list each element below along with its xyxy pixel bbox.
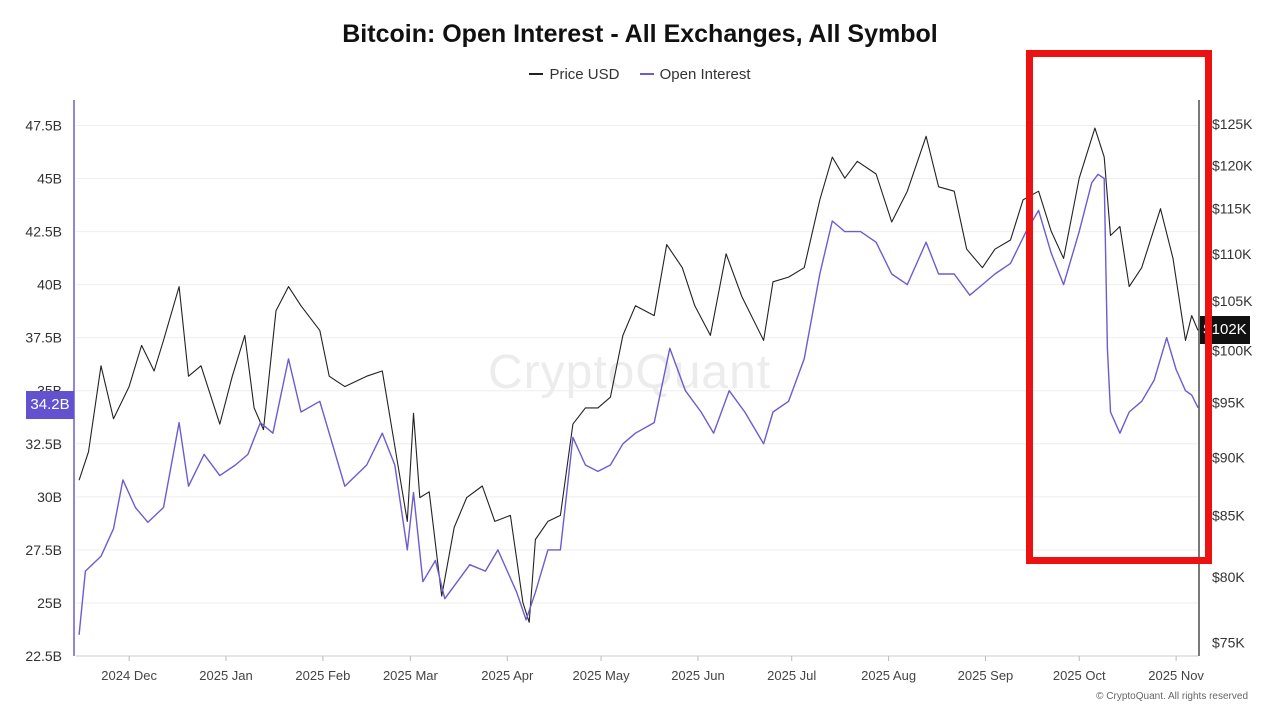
copyright-text: © CryptoQuant. All rights reserved [1096,691,1248,702]
y-left-tick-label: 42.5B [25,224,62,240]
y-right-tick-label: $125K [1212,116,1253,132]
x-tick-label: 2025 Sep [958,668,1014,683]
x-tick-label: 2025 Jul [767,668,816,683]
y-right-tick-label: $100K [1212,342,1253,358]
y-right-tick-label: $80K [1212,569,1245,585]
watermark: CryptoQuant [488,346,772,399]
legend-item-open-interest[interactable]: Open Interest [639,65,751,83]
x-tick-label: 2025 Apr [481,668,534,683]
series-line-price-usd [78,127,1199,623]
chart-title: Bitcoin: Open Interest - All Exchanges, … [342,20,938,48]
y-left-tick-label: 37.5B [25,330,62,346]
y-right-tick-label: $105K [1212,293,1253,309]
y-left-tick-label: 45B [37,171,62,187]
y-right-tick-label: $85K [1212,507,1245,523]
y-right-tick-label: $110K [1212,246,1252,262]
x-tick-label: 2025 Aug [861,668,916,683]
x-tick-label: 2025 Oct [1053,668,1106,683]
y-right-tick-label: $120K [1212,157,1253,173]
x-tick-label: 2025 Feb [295,668,350,683]
series-line-open-interest [78,173,1199,635]
x-tick-label: 2025 May [573,668,631,683]
y-left-tick-label: 32.5B [25,436,62,452]
legend-item-price[interactable]: Price USD [529,66,619,83]
legend-label-price: Price USD [549,65,620,83]
x-tick-label: 2025 Jun [671,668,725,683]
y-right-tick-label: $95K [1212,395,1245,411]
x-tick-label: 2025 Nov [1148,668,1204,683]
legend-swatch-price [529,73,544,75]
y-left-tick-label: 27.5B [25,542,62,558]
legend: Price USD Open Interest [0,62,1280,83]
x-tick-label: 2025 Jan [199,668,253,683]
open-interest-current-value: 34.2B [26,391,74,419]
y-right-tick-label: $75K [1212,634,1245,650]
y-left-tick-label: 25B [37,595,62,611]
highlight-box [1026,50,1212,564]
x-tick-label: 2024 Dec [101,668,157,683]
y-right-tick-label: $115K [1212,201,1252,217]
y-left-tick-label: 30B [37,489,62,505]
y-left-tick-label: 22.5B [25,648,62,664]
legend-swatch-open-interest [639,73,654,75]
legend-label-open-interest: Open Interest [659,65,751,83]
y-left-tick-label: 40B [37,277,62,293]
y-left-tick-label: 47.5B [25,117,62,133]
y-right-tick-label: $90K [1212,449,1245,465]
x-tick-label: 2025 Mar [383,668,439,683]
